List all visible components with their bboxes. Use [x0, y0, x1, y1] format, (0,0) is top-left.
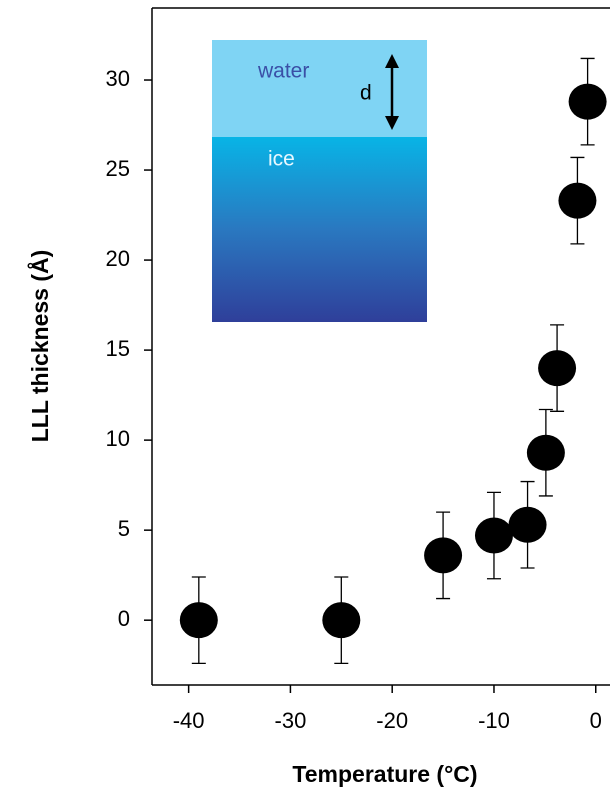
point [322, 602, 361, 639]
x-tick-label: -30 [275, 708, 307, 733]
inset: water d ice [212, 40, 427, 322]
x-tick-label: -40 [173, 708, 205, 733]
y-tick-label: 5 [118, 516, 130, 541]
point [526, 434, 565, 471]
y-axis-title: LLL thickness (Å) [26, 250, 53, 443]
inset-label: d [360, 82, 372, 105]
point [568, 83, 607, 120]
point [179, 602, 218, 639]
y-tick-label: 20 [106, 246, 130, 271]
x-axis-title: Temperature (°C) [292, 761, 477, 787]
y-tick-label: 15 [106, 336, 130, 361]
point [508, 506, 547, 543]
point [538, 350, 577, 387]
x-tick-label: 0 [590, 708, 602, 733]
inset-label: water [257, 60, 309, 83]
x-tick-label: -20 [376, 708, 408, 733]
y-tick-label: 30 [106, 66, 130, 91]
point [424, 537, 463, 574]
point [474, 517, 513, 554]
y-tick-label: 25 [106, 156, 130, 181]
x-tick-label: -10 [478, 708, 510, 733]
ice-layer [212, 137, 427, 322]
point [558, 182, 597, 219]
y-tick-label: 0 [118, 606, 130, 631]
inset-label: ice [268, 148, 295, 171]
y-tick-label: 10 [106, 426, 130, 451]
